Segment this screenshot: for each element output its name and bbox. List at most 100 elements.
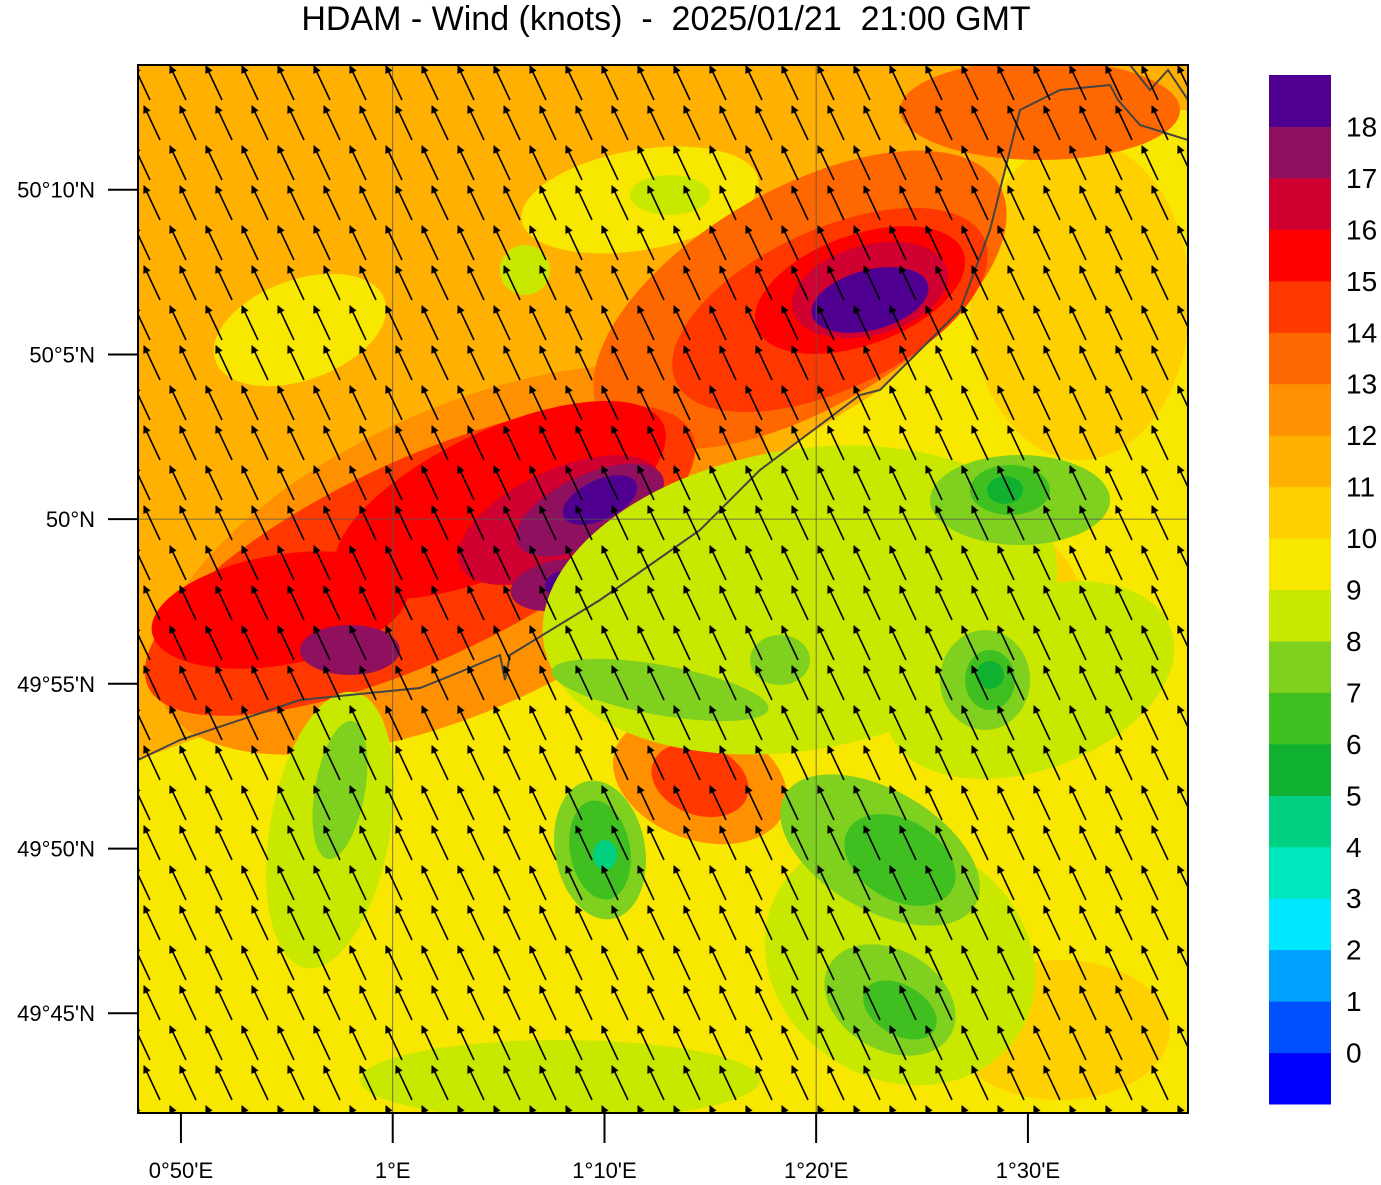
wind-arrow <box>683 265 701 301</box>
wind-arrow <box>673 545 691 581</box>
field-region <box>360 1040 760 1113</box>
wind-arrow <box>827 825 845 861</box>
wind-arrow <box>287 585 305 621</box>
wind-arrow <box>925 625 943 661</box>
wind-arrow <box>421 1105 429 1113</box>
wind-arrow <box>925 1025 943 1061</box>
wind-arrow <box>817 1105 825 1113</box>
wind-arrow <box>853 385 871 421</box>
wind-arrow <box>709 625 727 661</box>
wind-arrow <box>971 905 989 941</box>
x-tick-label: 1°20'E <box>784 1158 848 1180</box>
wind-arrow <box>791 585 809 621</box>
wind-arrow <box>251 585 269 621</box>
wind-arrow <box>925 1105 933 1113</box>
field-region <box>630 175 710 215</box>
wind-arrow <box>673 705 691 741</box>
wind-arrow <box>277 1025 295 1061</box>
wind-arrow <box>169 1105 177 1113</box>
wind-arrow <box>421 305 439 341</box>
wind-arrow <box>781 465 799 501</box>
wind-arrow <box>827 265 845 301</box>
wind-arrow <box>138 465 151 501</box>
wind-arrow <box>539 185 557 221</box>
wind-arrow <box>647 985 665 1021</box>
wind-arrow <box>899 185 917 221</box>
wind-arrow <box>287 505 305 541</box>
wind-arrow <box>138 385 151 421</box>
wind-arrow <box>827 665 845 701</box>
wind-arrow <box>647 505 665 541</box>
colorbar-segment <box>1269 795 1331 848</box>
wind-arrow <box>1069 1025 1087 1061</box>
wind-arrow <box>925 545 943 581</box>
wind-arrow <box>431 585 449 621</box>
wind-arrow <box>971 585 989 621</box>
wind-arrow <box>611 345 629 381</box>
field-region <box>593 840 617 870</box>
wind-arrow <box>1141 65 1159 101</box>
colorbar-label: 6 <box>1346 729 1362 760</box>
wind-arrow <box>503 825 521 861</box>
wind-arrow <box>899 265 917 301</box>
wind-arrow <box>1151 985 1169 1021</box>
wind-arrow <box>205 705 223 741</box>
wind-arrow <box>601 1105 609 1113</box>
wind-arrow <box>179 745 197 781</box>
wind-arrow <box>457 865 475 901</box>
wind-arrow <box>853 865 871 901</box>
wind-arrow <box>719 745 737 781</box>
wind-arrow <box>1007 905 1025 941</box>
wind-arrow <box>1187 985 1188 995</box>
wind-arrow <box>138 625 151 661</box>
wind-arrow <box>395 665 413 701</box>
wind-arrow <box>853 65 871 101</box>
wind-arrow <box>1033 225 1051 261</box>
wind-arrow <box>251 1065 269 1101</box>
field-region <box>900 65 1180 160</box>
wind-arrow <box>1115 825 1133 861</box>
wind-arrow <box>241 465 259 501</box>
wind-arrow <box>1007 1065 1025 1101</box>
wind-arrow <box>961 625 979 661</box>
colorbar-segment <box>1269 126 1331 179</box>
wind-arrow <box>889 705 907 741</box>
wind-arrow <box>323 185 341 221</box>
wind-arrow <box>457 625 475 661</box>
wind-arrow <box>287 665 305 701</box>
wind-arrow <box>205 945 223 981</box>
wind-arrow <box>575 505 593 541</box>
wind-arrow <box>745 385 763 421</box>
colorbar-label: 0 <box>1346 1038 1362 1069</box>
wind-arrow <box>1105 65 1123 101</box>
wind-arrow <box>215 1065 233 1101</box>
wind-arrow <box>421 785 439 821</box>
wind-arrow <box>1151 825 1169 861</box>
wind-arrow <box>1033 545 1051 581</box>
wind-arrow <box>169 545 187 581</box>
wind-arrow <box>138 225 151 261</box>
wind-arrow <box>637 625 655 661</box>
title: HDAM - Wind (knots) - 2025/01/21 21:00 G… <box>301 0 1030 38</box>
wind-arrow <box>287 905 305 941</box>
wind-arrow <box>935 505 953 541</box>
wind-arrow <box>719 425 737 461</box>
field-region <box>312 720 368 860</box>
wind-arrow <box>961 945 979 981</box>
wind-arrow <box>215 985 233 1021</box>
wind-arrow <box>385 625 403 661</box>
wind-arrow <box>503 905 521 941</box>
wind-arrow <box>925 465 943 501</box>
wind-arrow <box>241 305 259 341</box>
wind-arrow <box>1141 145 1159 181</box>
wind-arrow <box>781 305 799 341</box>
wind-arrow <box>215 185 233 221</box>
wind-arrow <box>647 1065 665 1101</box>
x-tick-label: 1°30'E <box>996 1158 1060 1180</box>
wind-arrow <box>673 1105 681 1113</box>
wind-arrow <box>889 545 907 581</box>
wind-arrow <box>421 385 439 421</box>
wind-arrow <box>467 665 485 701</box>
wind-arrow <box>179 105 197 141</box>
wind-arrow <box>493 225 511 261</box>
